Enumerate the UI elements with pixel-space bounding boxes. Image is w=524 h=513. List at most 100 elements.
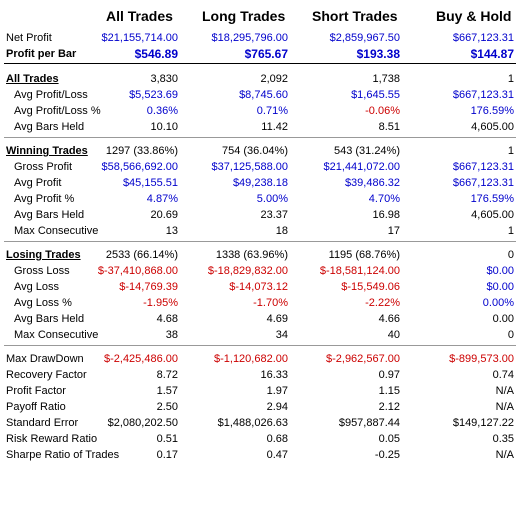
metric-label: Max Consecutive xyxy=(14,225,99,237)
metric-value-short: 4.70% xyxy=(368,193,400,205)
metric-value-long: 0.71% xyxy=(256,105,288,117)
metric-value-all: $2,080,202.50 xyxy=(107,417,178,429)
metric-value-short: 0.05 xyxy=(378,433,400,445)
metric-row-losing-trades: Losing Trades 2533 (66.14%) 1338 (63.96%) 1… xyxy=(0,247,524,263)
metric-row-recovery-factor: Recovery Factor 8.72 16.33 0.97 0.74 xyxy=(0,367,524,383)
metric-label: Avg Loss xyxy=(14,281,60,293)
metric-value-buyhold: $0.00 xyxy=(486,281,514,293)
section-divider xyxy=(4,345,516,346)
metric-row-avg-loss-pct: Avg Loss % -1.95% -1.70% -2.22% 0.00% xyxy=(0,295,524,311)
metric-value-short: 1,738 xyxy=(372,73,400,85)
metric-value-long: $8,745.60 xyxy=(239,89,288,101)
column-header-all-trades: All Trades xyxy=(106,8,173,24)
metric-label: Risk Reward Ratio xyxy=(6,433,98,445)
metric-value-all: 8.72 xyxy=(156,369,178,381)
metric-value-short: 40 xyxy=(387,329,400,341)
metric-label: Avg Profit % xyxy=(14,193,75,205)
metric-label: Avg Profit/Loss % xyxy=(14,105,101,117)
metric-label: Profit Factor xyxy=(6,385,66,397)
metric-value-all: $-2,425,486.00 xyxy=(103,353,178,365)
metric-value-all: 2533 (66.14%) xyxy=(105,249,178,261)
metric-value-short: $-2,962,567.00 xyxy=(325,353,400,365)
metric-value-short: 2.12 xyxy=(378,401,400,413)
metric-value-buyhold: 0.00 xyxy=(492,313,514,325)
metric-value-buyhold: $144.87 xyxy=(470,47,514,61)
metric-row-avg-profit-loss: Avg Profit/Loss $5,523.69 $8,745.60 $1,645.… xyxy=(0,87,524,103)
metric-value-all: 4.68 xyxy=(156,313,178,325)
metric-value-buyhold: $-899,573.00 xyxy=(449,353,514,365)
metric-value-short: 1195 (68.76%) xyxy=(328,249,400,261)
metric-value-all: 3,830 xyxy=(150,73,178,85)
metric-value-short: $1,645.55 xyxy=(351,89,400,101)
metric-value-buyhold: N/A xyxy=(495,401,514,413)
metric-value-all: $45,155.51 xyxy=(122,177,178,189)
metric-label: Sharpe Ratio of Trades xyxy=(6,449,120,461)
metric-row-all-trades: All Trades 3,830 2,092 1,738 1 xyxy=(0,71,524,87)
metric-value-short: 17 xyxy=(387,225,400,237)
metric-value-buyhold: $667,123.31 xyxy=(452,177,514,189)
section-divider xyxy=(4,63,516,64)
metric-value-buyhold: N/A xyxy=(495,385,514,397)
metric-value-all: 1297 (33.86%) xyxy=(105,145,178,157)
metric-value-long: $49,238.18 xyxy=(232,177,288,189)
metric-row-net-profit: Net Profit $21,155,714.00 $18,295,796.00 $2… xyxy=(0,30,524,46)
metric-value-buyhold: 1 xyxy=(507,145,514,157)
metric-row-max-consecutive-loss: Max Consecutive 38 34 40 0 xyxy=(0,327,524,343)
column-header-short-trades: Short Trades xyxy=(312,8,398,24)
metric-row-max-consecutive-win: Max Consecutive 13 18 17 1 xyxy=(0,223,524,239)
metric-label: Avg Bars Held xyxy=(14,121,85,133)
metric-label: Standard Error xyxy=(6,417,79,429)
metric-value-buyhold: $667,123.31 xyxy=(452,89,514,101)
metric-value-long: $18,295,796.00 xyxy=(211,32,288,44)
metric-value-buyhold: N/A xyxy=(495,449,514,461)
column-header-buy-hold: Buy & Hold xyxy=(436,8,512,24)
metric-row-gross-profit: Gross Profit $58,566,692.00 $37,125,588.00… xyxy=(0,159,524,175)
metric-row-profit-per-bar: Profit per Bar $546.89 $765.67 $193.38 $144.… xyxy=(0,46,524,62)
metric-row-avg-profit-pct: Avg Profit % 4.87% 5.00% 4.70% 176.59% xyxy=(0,191,524,207)
metric-value-short: 4.66 xyxy=(378,313,400,325)
metric-value-all: $5,523.69 xyxy=(129,89,178,101)
metric-value-all: 0.36% xyxy=(146,105,178,117)
metric-value-buyhold: 0.00% xyxy=(482,297,514,309)
metric-row-avg-bars-held-win: Avg Bars Held 20.69 23.37 16.98 4,605.00 xyxy=(0,207,524,223)
metric-value-short: $2,859,967.50 xyxy=(329,32,400,44)
metric-label: Avg Bars Held xyxy=(14,209,85,221)
metric-value-long: $765.67 xyxy=(244,47,288,61)
metric-value-all: $-14,769.39 xyxy=(119,281,178,293)
metric-row-avg-profit: Avg Profit $45,155.51 $49,238.18 $39,486.32… xyxy=(0,175,524,191)
metric-value-short: 16.98 xyxy=(372,209,400,221)
metric-value-long: 754 (36.04%) xyxy=(221,145,288,157)
metric-value-buyhold: $149,127.22 xyxy=(452,417,514,429)
metric-row-gross-loss: Gross Loss $-37,410,868.00 $-18,829,832.00… xyxy=(0,263,524,279)
metric-row-standard-error: Standard Error $2,080,202.50 $1,488,026.63… xyxy=(0,415,524,431)
metric-value-buyhold: 1 xyxy=(507,73,514,85)
metric-row-winning-trades: Winning Trades 1297 (33.86%) 754 (36.04%) 5… xyxy=(0,143,524,159)
metric-value-all: 4.87% xyxy=(146,193,178,205)
metric-value-long: $-1,120,682.00 xyxy=(213,353,288,365)
metric-value-short: $39,486.32 xyxy=(344,177,400,189)
metric-value-buyhold: $0.00 xyxy=(486,265,514,277)
metric-value-long: 34 xyxy=(275,329,288,341)
metric-value-buyhold: 4,605.00 xyxy=(471,209,514,221)
metric-value-long: 5.00% xyxy=(256,193,288,205)
metric-label: Losing Trades xyxy=(6,249,81,261)
metric-value-all: $-37,410,868.00 xyxy=(97,265,178,277)
metric-value-buyhold: 0 xyxy=(507,329,514,341)
metric-value-all: 20.69 xyxy=(150,209,178,221)
metric-value-long: 1338 (63.96%) xyxy=(215,249,288,261)
metric-row-payoff-ratio: Payoff Ratio 2.50 2.94 2.12 N/A xyxy=(0,399,524,415)
metric-value-long: 11.42 xyxy=(261,121,288,133)
metric-value-long: 1.97 xyxy=(266,385,288,397)
metric-row-profit-factor: Profit Factor 1.57 1.97 1.15 N/A xyxy=(0,383,524,399)
metric-value-short: 0.97 xyxy=(378,369,400,381)
metric-value-short: -2.22% xyxy=(365,297,400,309)
metric-value-all: 13 xyxy=(165,225,178,237)
metric-label: Profit per Bar xyxy=(6,48,77,60)
metric-value-short: 1.15 xyxy=(378,385,400,397)
metric-value-long: 2.94 xyxy=(266,401,288,413)
metric-value-all: 38 xyxy=(165,329,178,341)
metric-value-short: -0.06% xyxy=(365,105,400,117)
metric-label: Max DrawDown xyxy=(6,353,84,365)
metric-value-short: $21,441,072.00 xyxy=(323,161,400,173)
metric-value-all: 0.17 xyxy=(156,449,178,461)
